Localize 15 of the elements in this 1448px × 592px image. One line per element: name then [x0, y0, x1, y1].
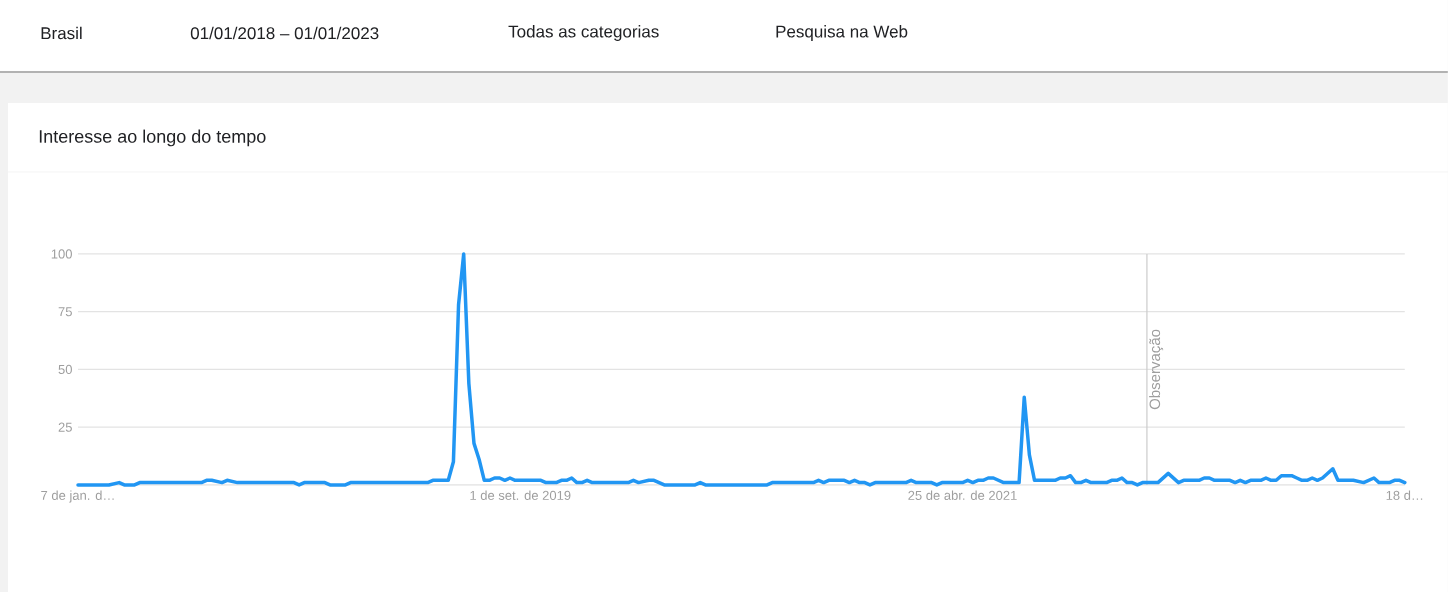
text: Todas as categorias	[508, 25, 659, 41]
x-tick-label: 1 de set. de 2019	[470, 490, 571, 501]
x-tick-label: 25 de abr. de 2021	[908, 490, 1017, 501]
y-tick-label: 100	[51, 249, 72, 259]
text: 01/01/2018 – 01/01/2023	[190, 26, 379, 40]
y-tick-label: 50	[58, 364, 72, 375]
chart-title: Interesse ao longo do tempo	[39, 129, 266, 147]
text: Pesquisa na Web	[776, 25, 908, 41]
line-series	[76, 252, 1407, 487]
ref-line-label: Observação	[1149, 329, 1164, 410]
x-tick-label: 18 d…	[1386, 490, 1423, 501]
y-tick-label: 75	[58, 307, 72, 317]
text: Brasil	[41, 26, 82, 40]
y-tick-label: 25	[58, 422, 72, 432]
x-tick-label: 7 de jan. d…	[41, 490, 114, 503]
